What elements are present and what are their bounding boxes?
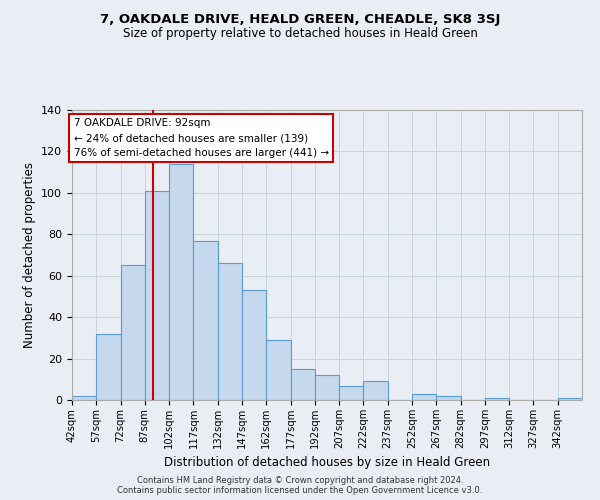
- X-axis label: Distribution of detached houses by size in Heald Green: Distribution of detached houses by size …: [164, 456, 490, 469]
- Bar: [436, 396, 461, 400]
- Bar: [266, 340, 290, 400]
- Text: 7, OAKDALE DRIVE, HEALD GREEN, CHEADLE, SK8 3SJ: 7, OAKDALE DRIVE, HEALD GREEN, CHEADLE, …: [100, 12, 500, 26]
- Text: Contains public sector information licensed under the Open Government Licence v3: Contains public sector information licen…: [118, 486, 482, 495]
- Bar: [145, 191, 169, 400]
- Bar: [242, 290, 266, 400]
- Text: 7 OAKDALE DRIVE: 92sqm
← 24% of detached houses are smaller (139)
76% of semi-de: 7 OAKDALE DRIVE: 92sqm ← 24% of detached…: [74, 118, 329, 158]
- Bar: [485, 398, 509, 400]
- Bar: [339, 386, 364, 400]
- Text: Contains HM Land Registry data © Crown copyright and database right 2024.: Contains HM Land Registry data © Crown c…: [137, 476, 463, 485]
- Bar: [364, 382, 388, 400]
- Bar: [558, 398, 582, 400]
- Bar: [96, 334, 121, 400]
- Text: Size of property relative to detached houses in Heald Green: Size of property relative to detached ho…: [122, 28, 478, 40]
- Bar: [72, 396, 96, 400]
- Y-axis label: Number of detached properties: Number of detached properties: [23, 162, 35, 348]
- Bar: [121, 266, 145, 400]
- Bar: [193, 240, 218, 400]
- Bar: [290, 369, 315, 400]
- Bar: [315, 375, 339, 400]
- Bar: [218, 264, 242, 400]
- Bar: [412, 394, 436, 400]
- Bar: [169, 164, 193, 400]
